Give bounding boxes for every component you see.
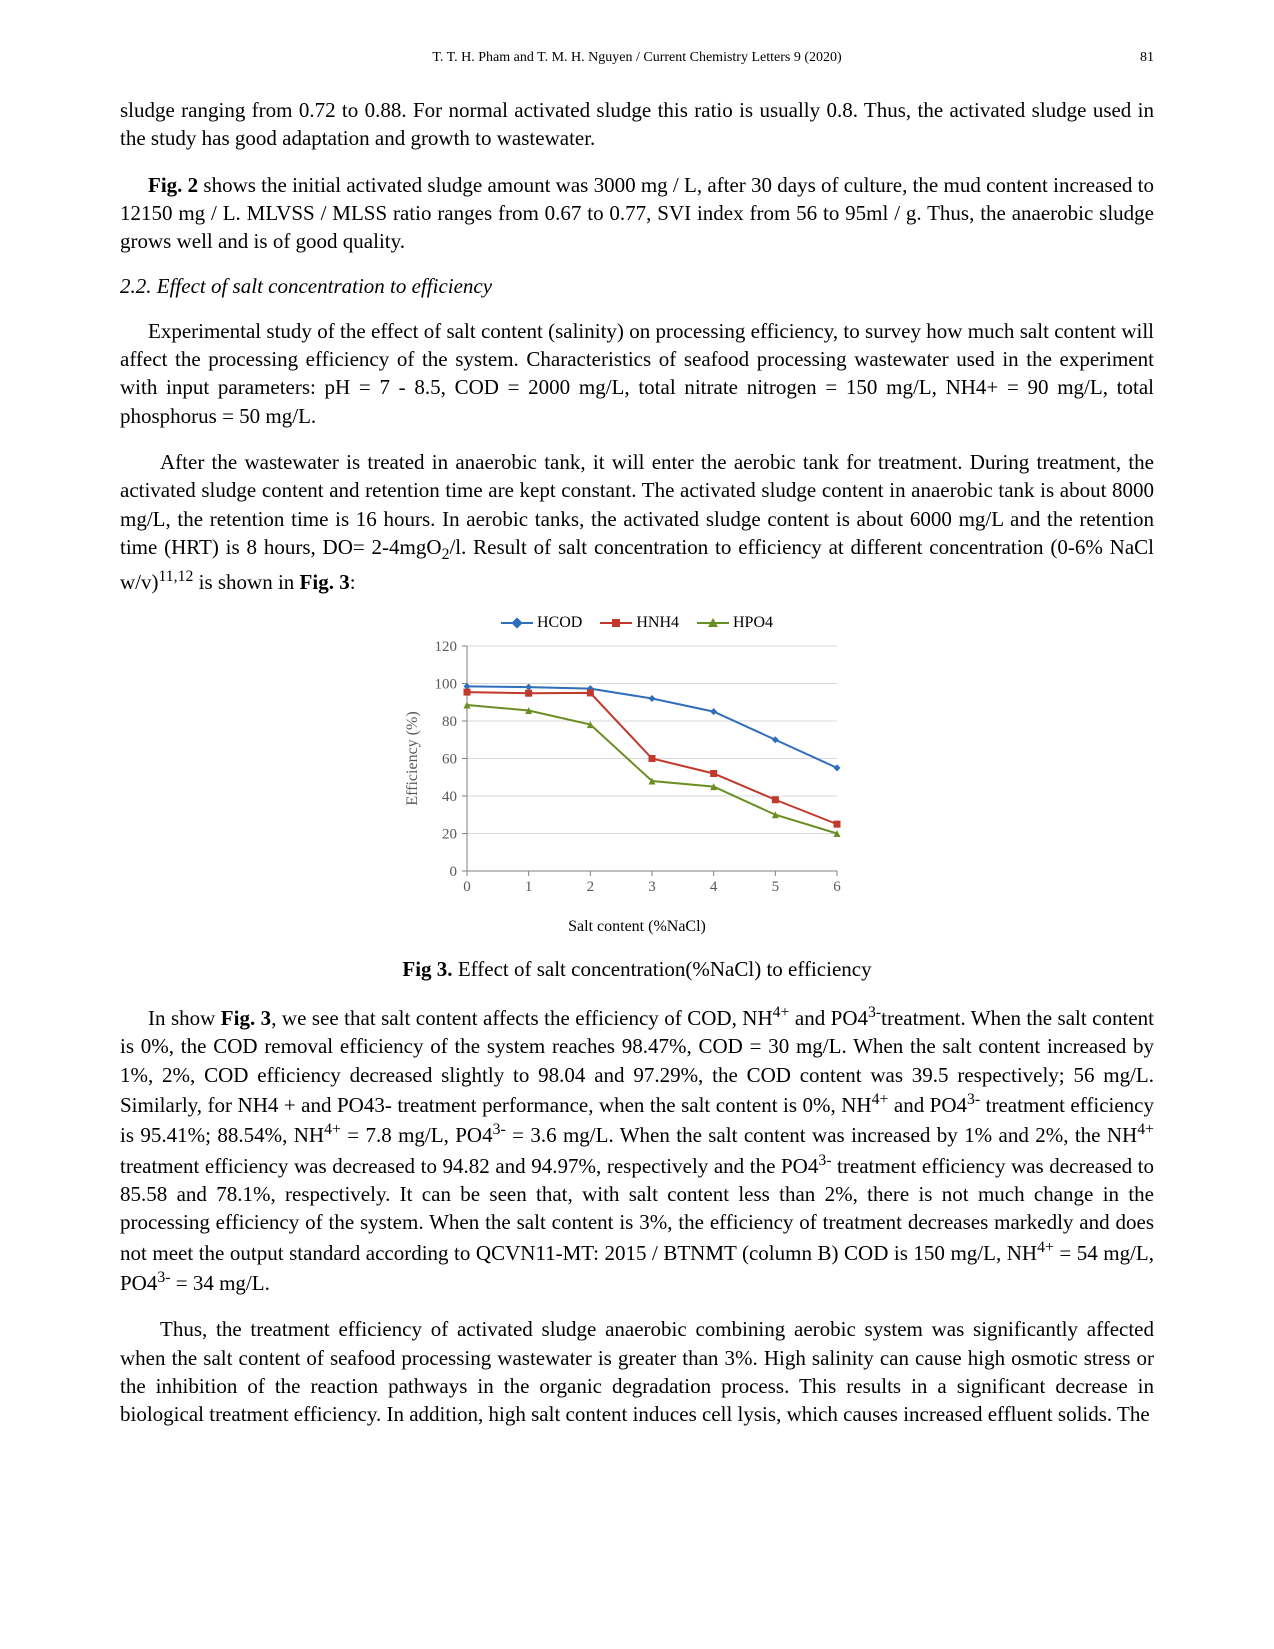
running-header: T. T. H. Pham and T. M. H. Nguyen / Curr…: [120, 50, 1154, 66]
svg-text:40: 40: [442, 789, 457, 805]
svg-text:3: 3: [648, 879, 656, 895]
section-2-2-title: 2.2. Effect of salt concentration to eff…: [120, 274, 1154, 299]
legend-item: HNH4: [600, 614, 679, 632]
paragraph-2: Fig. 2 shows the initial activated sludg…: [120, 171, 1154, 256]
svg-text:0: 0: [463, 879, 471, 895]
svg-text:20: 20: [442, 826, 457, 842]
legend-label: HCOD: [537, 614, 582, 632]
legend-label: HPO4: [733, 614, 773, 632]
legend-item: HCOD: [501, 614, 582, 632]
legend-label: HNH4: [636, 614, 679, 632]
paragraph-6: Thus, the treatment efficiency of activa…: [120, 1315, 1154, 1428]
paragraph-5: In show Fig. 3, we see that salt content…: [120, 1002, 1154, 1297]
svg-text:6: 6: [833, 879, 841, 895]
svg-text:100: 100: [435, 676, 458, 692]
fig3-ref: Fig. 3: [300, 570, 350, 594]
svg-text:120: 120: [435, 639, 458, 655]
page: T. T. H. Pham and T. M. H. Nguyen / Curr…: [0, 0, 1274, 1527]
chart-legend: HCOD HNH4 HPO4: [397, 614, 877, 632]
figure-3-caption: Fig 3. Effect of salt concentration(%NaC…: [120, 957, 1154, 982]
svg-text:0: 0: [450, 864, 458, 880]
svg-text:5: 5: [772, 879, 780, 895]
header-text: T. T. H. Pham and T. M. H. Nguyen / Curr…: [160, 50, 1114, 66]
svg-text:2: 2: [587, 879, 595, 895]
paragraph-1: sludge ranging from 0.72 to 0.88. For no…: [120, 96, 1154, 153]
page-number: 81: [1114, 50, 1154, 66]
svg-text:80: 80: [442, 714, 457, 730]
paragraph-3: Experimental study of the effect of salt…: [120, 317, 1154, 430]
paragraph-4: After the wastewater is treated in anaer…: [120, 448, 1154, 596]
chart-xlabel: Salt content (%NaCl): [397, 918, 877, 936]
svg-text:60: 60: [442, 751, 457, 767]
svg-text:1: 1: [525, 879, 533, 895]
legend-item: HPO4: [697, 614, 773, 632]
figure-3: HCOD HNH4 HPO4 0 20 40 60 80 100 120 0 1 2 3 4 5 6 Effic…: [397, 614, 877, 936]
fig2-ref: Fig. 2: [148, 173, 198, 197]
efficiency-chart: 0 20 40 60 80 100 120 0 1 2 3 4 5 6 Efficiency (%): [397, 636, 877, 916]
svg-text:4: 4: [710, 879, 718, 895]
svg-text:Efficiency (%): Efficiency (%): [404, 711, 421, 805]
